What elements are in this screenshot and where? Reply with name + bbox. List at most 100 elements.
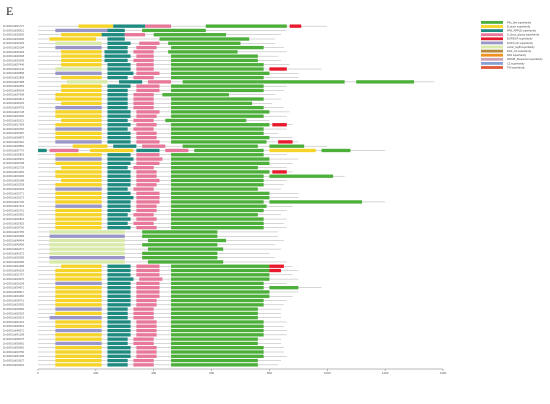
- protein-id-label: Zm00001d022303: [3, 41, 25, 45]
- legend-entry: DUF3 (x2) superfamily: [481, 41, 534, 45]
- protein-id-label: Zm00001d018060: [3, 33, 25, 37]
- domain-block: [55, 127, 102, 131]
- protein-row: Zm00001d024368: [3, 264, 293, 268]
- protein-id-label: Zm00001d005982: [3, 307, 25, 311]
- domain-block: [133, 307, 154, 311]
- protein-row: Zm00001d026399: [3, 58, 281, 62]
- protein-id-label: Zm00001d000790: [3, 226, 25, 230]
- domain-block: [107, 311, 128, 316]
- domain-block: [55, 187, 102, 191]
- protein-row: Zm00001d018199: [3, 281, 287, 285]
- protein-row: Zm00001d021868: [3, 75, 299, 79]
- protein-id-label: Zm00001d020184: [3, 45, 25, 49]
- domain-block: [356, 80, 415, 84]
- legend-label: PAN_APPLE superfamily: [507, 29, 537, 33]
- domain-block: [101, 33, 125, 37]
- domain-block: [133, 127, 154, 131]
- protein-id-label: Zm00001d046229: [3, 268, 25, 272]
- domain-block: [107, 341, 128, 346]
- domain-block: [107, 93, 128, 97]
- domain-block: [55, 153, 102, 157]
- protein-id-label: Zm00001d007608: [3, 93, 25, 97]
- protein-id-label: Zm00001d020659: [3, 84, 25, 88]
- legend-swatch: [481, 66, 503, 69]
- domain-block: [55, 135, 102, 140]
- protein-row: Zm00001d018868: [3, 71, 299, 75]
- protein-id-label: Zm00001d002085: [3, 256, 25, 260]
- domain-block: [55, 225, 102, 230]
- protein-id-label: Zm00001d037988: [3, 80, 25, 84]
- domain-block: [107, 324, 131, 328]
- domain-block: [107, 217, 131, 221]
- axis-tick-label: 0: [37, 371, 39, 375]
- domain-block: [171, 178, 264, 183]
- domain-block: [278, 140, 293, 144]
- protein-row: Zm00001d001761: [3, 208, 287, 212]
- domain-block: [133, 311, 154, 316]
- legend-label: PKc_like superfamily: [507, 20, 532, 24]
- protein-row: Zm00001d041208: [3, 333, 287, 337]
- domain-block: [171, 135, 270, 140]
- protein-row: Zm00001d007446: [3, 63, 290, 67]
- protein-id-label: Zm00001d004760: [3, 127, 25, 131]
- domain-block: [107, 221, 128, 226]
- domain-block: [171, 54, 258, 58]
- domain-block: [171, 221, 264, 226]
- protein-id-label: Zm00001d001761: [3, 208, 25, 212]
- domain-block: [55, 170, 102, 174]
- domain-block: [107, 187, 128, 191]
- protein-id-label: Zm00001d020328: [3, 183, 25, 187]
- length-axis: 0 200 400 600 800 1000 1200 1400: [37, 368, 447, 375]
- domain-block: [136, 294, 160, 298]
- protein-row: Zm00001d021728: [3, 110, 290, 114]
- domain-block: [171, 123, 270, 127]
- protein-row: Zm00001d006183: [3, 50, 287, 54]
- domain-block: [269, 148, 316, 153]
- protein-id-label: Zm00001d048064: [3, 324, 25, 328]
- domain-block: [55, 183, 102, 187]
- protein-id-label: Zm00001d004875: [3, 136, 25, 140]
- domain-block: [113, 24, 146, 28]
- domain-block: [107, 328, 131, 333]
- domain-block: [107, 298, 131, 303]
- domain-block: [171, 225, 264, 230]
- protein-id-label: Zm00001d021729: [3, 166, 25, 170]
- domain-block: [55, 161, 102, 166]
- domain-block: [182, 80, 258, 84]
- protein-id-label: Zm00001d005761: [3, 298, 25, 302]
- domain-block: [171, 328, 264, 333]
- domain-block: [55, 195, 102, 200]
- domain-block: [61, 101, 102, 105]
- protein-row: Zm00001d036708: [3, 161, 293, 165]
- domain-block: [171, 45, 264, 50]
- protein-row: Zm00001d020273: [3, 195, 299, 200]
- domain-block: [142, 234, 218, 238]
- domain-block: [133, 363, 154, 367]
- domain-block: [136, 346, 157, 350]
- domain-block: [55, 97, 102, 101]
- protein-id-label: Zm00001d007770: [3, 148, 25, 152]
- domain-block: [171, 110, 270, 114]
- domain-block: [136, 281, 160, 286]
- protein-id-label: Zm00001d005803: [3, 153, 25, 157]
- legend-entry: B_lectin superfamily: [481, 24, 531, 28]
- domain-block: [136, 333, 157, 337]
- protein-row: Zm00001d026314: [3, 316, 281, 320]
- protein-id-label: Zm00001d044466: [3, 114, 25, 118]
- domain-block: [107, 37, 125, 41]
- domain-block: [171, 303, 264, 307]
- domain-block: [55, 221, 102, 226]
- legend-swatch: [481, 37, 503, 41]
- protein-row: Zm00001d004793: [3, 106, 284, 110]
- protein-row: Zm00001d004005: [3, 37, 276, 41]
- domain-block: [136, 178, 160, 183]
- domain-block: [61, 88, 102, 93]
- protein-id-label: Zm00001d034780: [3, 350, 25, 354]
- protein-row: Zm00001d019627: [3, 358, 281, 362]
- domain-block: [55, 41, 102, 45]
- domain-block: [321, 148, 351, 153]
- protein-id-label: Zm00001d018199: [3, 281, 25, 285]
- domain-block: [55, 208, 102, 213]
- domain-block: [119, 80, 143, 84]
- protein-id-label: Zm00001d023119: [3, 140, 24, 144]
